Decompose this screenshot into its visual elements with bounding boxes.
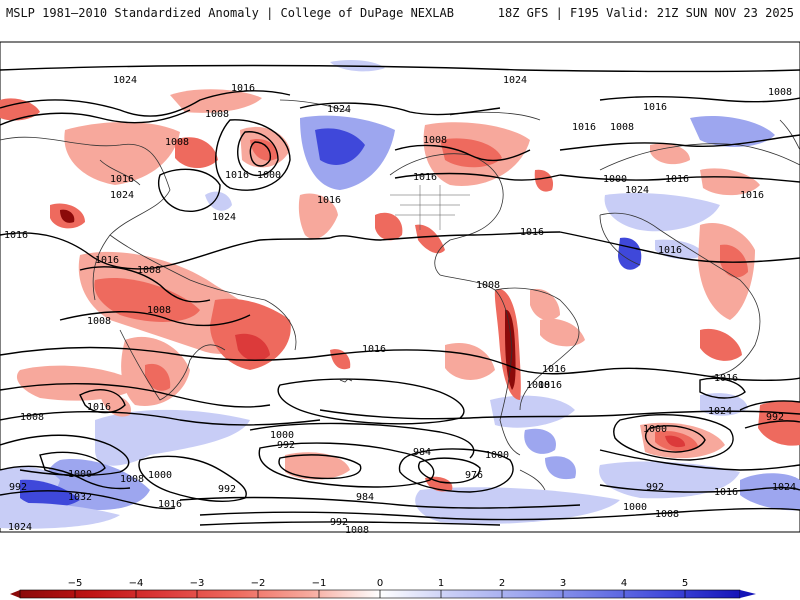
isobar-label: 1008 [137, 265, 161, 276]
colorbar-tick-label: −4 [129, 578, 144, 589]
isobar-label: 1008 [205, 109, 229, 120]
isobar-label: 1008 [20, 412, 44, 423]
isobar-label: 1008 [345, 525, 369, 536]
isobar-label: 1000 [148, 470, 172, 481]
isobar-label: 1008 [423, 135, 447, 146]
isobar-label: 1024 [8, 522, 32, 533]
isobar-label: 1024 [625, 185, 649, 196]
isobar-label: 1008 [610, 122, 634, 133]
isobar-label: 1024 [110, 190, 134, 201]
colorbar-arrow-left [10, 590, 20, 598]
colorbar-tick-label: −3 [190, 578, 205, 589]
isobar-label: 1024 [327, 104, 351, 115]
isobar-label: 1016 [520, 227, 544, 238]
colorbar-tick-label: 0 [377, 578, 383, 589]
colorbar-tick-label: 5 [682, 578, 688, 589]
isobar-label: 1016 [572, 122, 596, 133]
isobar-label: 1016 [362, 344, 386, 355]
isobar-label: 992 [277, 440, 295, 451]
header-left-title: MSLP 1981–2010 Standardized Anomaly | Co… [6, 6, 454, 20]
isobar-label: 1000 [643, 424, 667, 435]
isobar-label: 1024 [708, 406, 732, 417]
isobar-label: 984 [356, 492, 374, 503]
isobar-label: 1016 [95, 255, 119, 266]
isobar-label: 1016 [87, 402, 111, 413]
colorbar-tick-label: 3 [560, 578, 566, 589]
isobar-label: 992 [9, 482, 27, 493]
isobar-label: 1016 [538, 380, 562, 391]
isobar-label: 1000 [68, 469, 92, 480]
colorbar: −5 −4 −3 −2 −1 0 1 2 3 4 5 [10, 578, 756, 599]
isobar-label: 1008 [526, 380, 550, 391]
colorbar-tick-label: 4 [621, 578, 627, 589]
isobar-label: 1000 [485, 450, 509, 461]
isobar-label: 1000 [257, 170, 281, 181]
isobar-label: 1008 [768, 87, 792, 98]
isobar-label: 1000 [603, 174, 627, 185]
isobars [0, 64, 800, 526]
isobar-label: 1008 [87, 316, 111, 327]
colorbar-tick-label: −1 [312, 578, 327, 589]
isobar-label: 1008 [120, 474, 144, 485]
isobar-label: 1008 [165, 137, 189, 148]
isobar-label: 1016 [714, 487, 738, 498]
isobar-label: 1016 [317, 195, 341, 206]
isobar-label: 1008 [655, 509, 679, 520]
isobar-label: 992 [330, 517, 348, 528]
isobar-label: 1016 [158, 499, 182, 510]
isobar-label: 1016 [413, 172, 437, 183]
coastlines [0, 99, 800, 491]
isobar-label: 1016 [110, 174, 134, 185]
colorbar-tick-label: 2 [499, 578, 505, 589]
colorbar-tick-label: −2 [251, 578, 266, 589]
isobar-label: 1000 [623, 502, 647, 513]
isobar-label: 1024 [503, 75, 527, 86]
isobar-label: 1016 [4, 230, 28, 241]
isobar-label: 1008 [147, 305, 171, 316]
isobar-label: 1016 [542, 364, 566, 375]
isobar-label: 976 [465, 470, 483, 481]
isobar-label: 992 [218, 484, 236, 495]
colorbar-tick-label: −5 [68, 578, 83, 589]
isobar-label: 984 [413, 447, 431, 458]
isobar-label: 1016 [740, 190, 764, 201]
colorbar-tick-label: 1 [438, 578, 444, 589]
header-right-run-info: 18Z GFS | F195 Valid: 21Z SUN NOV 23 202… [497, 6, 794, 20]
isobar-label: 1024 [113, 75, 137, 86]
isobar-label: 1024 [212, 212, 236, 223]
colorbar-ticks: −5 −4 −3 −2 −1 0 1 2 3 4 5 [68, 578, 688, 598]
isobar-label: 1016 [643, 102, 667, 113]
colorbar-arrow-right [740, 590, 756, 598]
isobar-label: 1000 [270, 430, 294, 441]
isobar-label: 1008 [476, 280, 500, 291]
isobar-label: 1016 [714, 373, 738, 384]
isobar-label: 1016 [665, 174, 689, 185]
isobar-label: 1024 [772, 482, 796, 493]
isobar-label: 1032 [68, 492, 92, 503]
isobar-label: 1016 [231, 83, 255, 94]
isobar-label: 1016 [225, 170, 249, 181]
isobar-label: 992 [766, 412, 784, 423]
isobar-label: 1016 [658, 245, 682, 256]
isobar-label: 992 [646, 482, 664, 493]
isobar-labels: 1024 1016 1008 1024 1016 1008 1008 1024 … [4, 75, 796, 536]
